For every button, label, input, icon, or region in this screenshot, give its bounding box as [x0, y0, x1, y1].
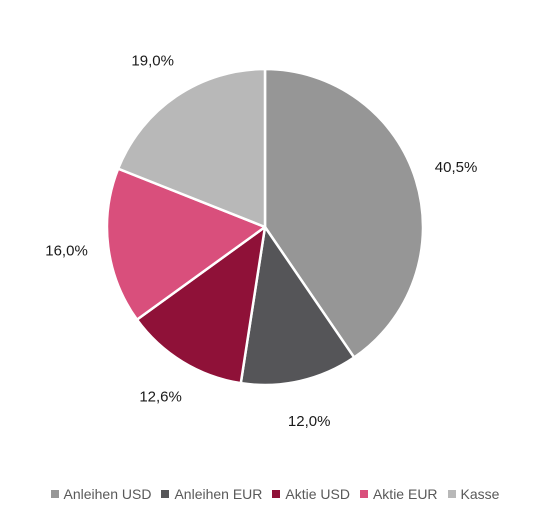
- legend-item-aktie-usd: Aktie USD: [272, 486, 350, 502]
- legend-swatch: [272, 490, 281, 498]
- legend-swatch: [161, 490, 170, 498]
- legend-label: Aktie EUR: [372, 486, 438, 502]
- legend-item-anleihen-usd: Anleihen USD: [50, 486, 152, 502]
- pie-slice-aktie-usd: [135, 225, 267, 385]
- legend-label: Kasse: [460, 486, 500, 502]
- legend-label: Anleihen EUR: [174, 486, 263, 502]
- legend-swatch: [359, 490, 368, 498]
- legend-item-anleihen-eur: Anleihen EUR: [161, 486, 262, 502]
- legend-label: Aktie USD: [285, 486, 350, 502]
- pie-slice-aktie-eur: [105, 167, 267, 321]
- chart-legend: Anleihen USD Anleihen EUR Aktie USD Aktie E…: [0, 486, 550, 502]
- data-label-anleihen-eur: 12,0%: [288, 413, 331, 430]
- legend-label: Anleihen USD: [63, 486, 152, 502]
- data-label-anleihen-usd: 40,5%: [435, 159, 478, 176]
- legend-item-kasse: Kasse: [447, 486, 500, 502]
- data-label-aktie-eur: 16,0%: [45, 243, 88, 260]
- pie-slice-anleihen-eur: [239, 225, 356, 387]
- legend-swatch: [447, 490, 456, 498]
- pie-slice-anleihen-usd: [263, 67, 425, 359]
- data-label-aktie-usd: 12,6%: [139, 389, 182, 406]
- legend-item-aktie-eur: Aktie EUR: [359, 486, 438, 502]
- data-label-kasse: 19,0%: [131, 52, 174, 69]
- legend-swatch: [50, 490, 59, 498]
- pie-slice-kasse: [116, 67, 267, 229]
